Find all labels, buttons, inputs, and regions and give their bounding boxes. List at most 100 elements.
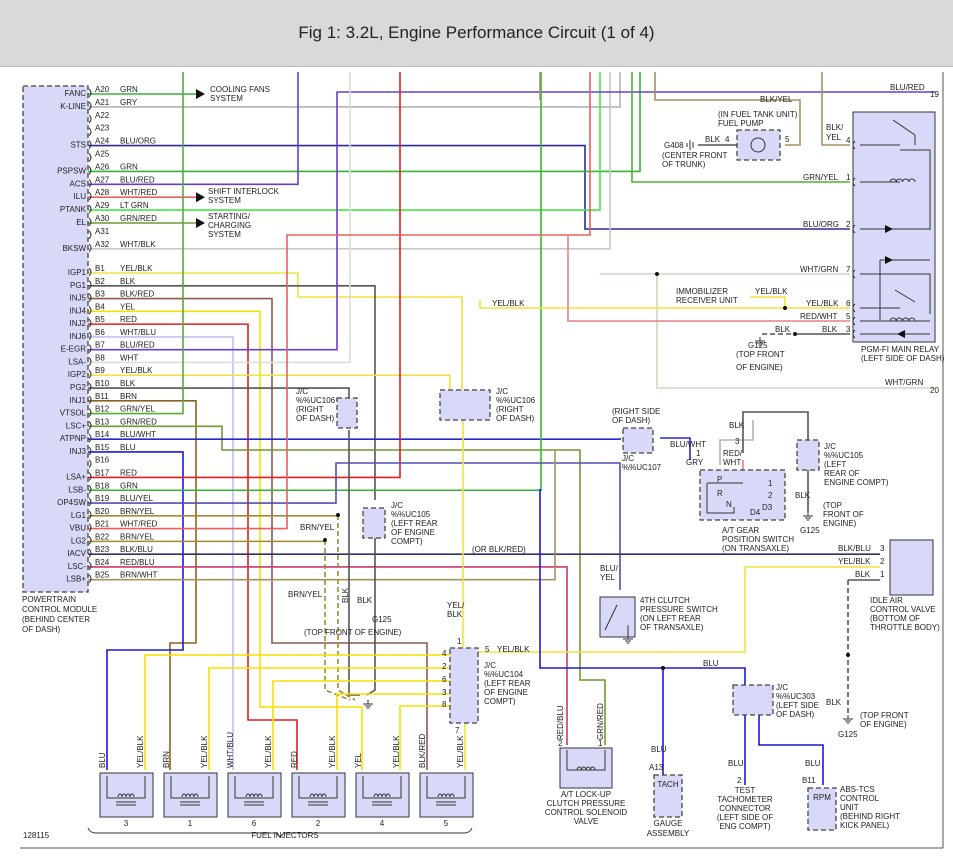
- figure-header: Fig 1: 3.2L, Engine Performance Circuit …: [0, 0, 953, 67]
- relay-pin-number: 6: [846, 299, 851, 308]
- label: ENGINE): [823, 519, 857, 528]
- wire-color-label: BLU/RED: [120, 341, 155, 350]
- label: REAR OF: [824, 469, 860, 478]
- pin-connector: [88, 217, 92, 227]
- label: BLU/ORG: [803, 220, 839, 229]
- label: J/C: [496, 387, 508, 396]
- label: YEL/: [447, 601, 465, 610]
- injector-wire-label: BLU: [98, 752, 107, 768]
- pin-connector: [88, 243, 92, 253]
- pin-function: ILU: [74, 192, 87, 201]
- wire-color-label: YEL: [120, 302, 136, 311]
- relay-pin-number: 3: [846, 325, 851, 334]
- wire-blu-tach: [539, 489, 746, 685]
- pin-number: A24: [95, 137, 110, 146]
- pin-function: VBU: [70, 524, 87, 533]
- label: (ON TRANSAXLE): [722, 544, 789, 553]
- pin-connector: [88, 459, 92, 469]
- fuel-pump: [736, 129, 781, 161]
- pin-function: LSA-: [68, 357, 86, 366]
- pin-function: IGP1: [68, 268, 87, 277]
- pin-function: LSB-: [68, 485, 86, 494]
- pin-connector: [88, 331, 92, 341]
- wire-color-label: WHT/BLU: [120, 328, 156, 337]
- wire-b17: [88, 72, 401, 479]
- wire-color-label: BLU/WHT: [120, 430, 156, 439]
- wire-immobilizer: [750, 296, 786, 308]
- label: BLK: [357, 596, 373, 605]
- label: COMPT): [391, 537, 423, 546]
- gear-position: D3: [762, 503, 773, 512]
- jc104-pin: 8: [442, 700, 447, 709]
- label: ABS-TCS: [840, 785, 875, 794]
- pin-connector: [88, 293, 92, 302]
- pin-function: FANC: [65, 89, 87, 98]
- jc104-pin: 4: [442, 649, 447, 658]
- label: FUEL PUMP: [718, 119, 764, 128]
- label: ASSEMBLY: [647, 829, 690, 838]
- wire-yel-blk-injector: [272, 680, 450, 770]
- pin-connector: [88, 318, 92, 328]
- pin-connector: [88, 536, 92, 545]
- label: (LEFT REAR: [484, 679, 531, 688]
- label: 4TH CLUTCH: [640, 596, 690, 605]
- pin-function: E-EGR: [61, 345, 87, 354]
- label: TACHOMETER: [717, 795, 773, 804]
- coil-icon: [309, 793, 327, 798]
- wire-color-label: WHT/RED: [120, 520, 158, 529]
- pin-connector: [88, 510, 92, 520]
- wire-color-label: YEL/BLK: [120, 264, 153, 273]
- label: BLK/BLU: [838, 544, 871, 553]
- label: 2: [558, 739, 563, 748]
- label: %%UC105: [824, 451, 864, 460]
- label: FRONT OF: [823, 510, 864, 519]
- label: (LEFT SIDE: [776, 701, 819, 710]
- wire-a26: [88, 72, 641, 173]
- pin-connector: [88, 472, 92, 481]
- junction-connector: [622, 427, 654, 454]
- wire-b14: [88, 438, 621, 440]
- gear-position: N: [726, 500, 732, 509]
- label: THROTTLE BODY): [870, 623, 940, 632]
- wire-color-label: RED: [120, 315, 137, 324]
- wire-a29: [88, 72, 601, 211]
- label: OF DASH): [296, 414, 335, 423]
- pin-connector: [88, 357, 92, 366]
- label: %%UC107: [622, 463, 662, 472]
- label: (TOP FRONT: [860, 711, 909, 720]
- pin-connector: [88, 127, 92, 137]
- pin-connector: [88, 204, 92, 214]
- ground-icon: [686, 140, 694, 150]
- splice-dot: [661, 666, 665, 670]
- injector-wire-label: BLK/RED: [418, 734, 427, 768]
- pin-connector: [88, 446, 92, 456]
- gear-position: P: [717, 475, 722, 484]
- label: GAUGE: [654, 819, 683, 828]
- arrow-icon: [196, 89, 205, 99]
- ground-icon: [803, 512, 813, 521]
- pin-function: LSB+: [66, 575, 86, 584]
- label: GRN/RED: [596, 703, 605, 740]
- wire-color-label: WHT/BLK: [120, 240, 156, 249]
- wire-b13: [88, 425, 606, 745]
- injector-coil: [426, 776, 466, 799]
- relay-pin-number: 1: [846, 173, 851, 182]
- label: RED/: [723, 449, 743, 458]
- label: BLK/YEL: [760, 95, 793, 104]
- pin-function: INJ4: [70, 306, 87, 315]
- pin-number: B11: [95, 392, 109, 401]
- injector-wire-label: YEL/BLK: [456, 735, 465, 768]
- wire-b18: [88, 72, 542, 492]
- wire-b25: [88, 450, 556, 581]
- pcm-label: CONTROL MODULE: [22, 605, 97, 614]
- label: OF ENGINE: [484, 688, 528, 697]
- coil-icon: [117, 793, 135, 798]
- pin-number: A26: [95, 162, 110, 171]
- pin-function: PG1: [70, 281, 87, 290]
- pin-function: LG1: [71, 511, 87, 520]
- label: (RIGHT: [496, 405, 524, 414]
- label: GRY: [686, 458, 704, 467]
- injector-coil: [362, 776, 402, 799]
- label: PGM-FI MAIN RELAY: [861, 345, 940, 354]
- label: (TOP: [823, 501, 842, 510]
